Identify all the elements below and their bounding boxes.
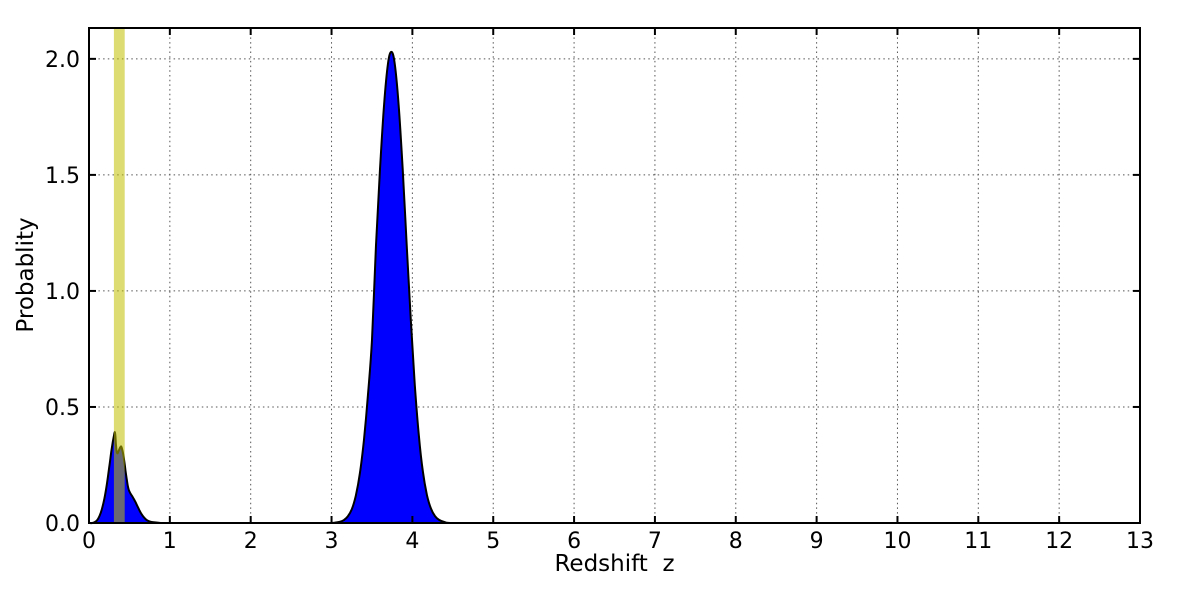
x-tick-label: 0 [82,529,96,554]
x-tick-label: 2 [244,529,258,554]
x-tick-label: 11 [964,529,992,554]
x-tick-label: 4 [405,529,419,554]
x-tick-label: 3 [325,529,339,554]
x-tick-label: 13 [1126,529,1154,554]
probability-density-curve [88,50,1141,525]
x-tick-label: 12 [1045,529,1073,554]
x-tick-label: 7 [648,529,662,554]
x-tick-label: 9 [810,529,824,554]
spec-z-marker-band [113,29,125,522]
axes-frame [88,27,1141,524]
y-tick-label: 0.5 [45,396,80,421]
x-axis-label: Redshift z [554,551,675,577]
x-tick-label: 1 [163,529,177,554]
y-tick-label: 1.0 [45,280,80,305]
x-tick-label: 10 [884,529,912,554]
y-axis-label: Probablity [13,217,39,333]
x-tick-label: 6 [567,529,581,554]
y-tick-label: 2.0 [45,48,80,73]
y-tick-label: 0.0 [45,512,80,537]
x-tick-label: 8 [729,529,743,554]
x-tick-label: 5 [486,529,500,554]
y-tick-label: 1.5 [45,164,80,189]
